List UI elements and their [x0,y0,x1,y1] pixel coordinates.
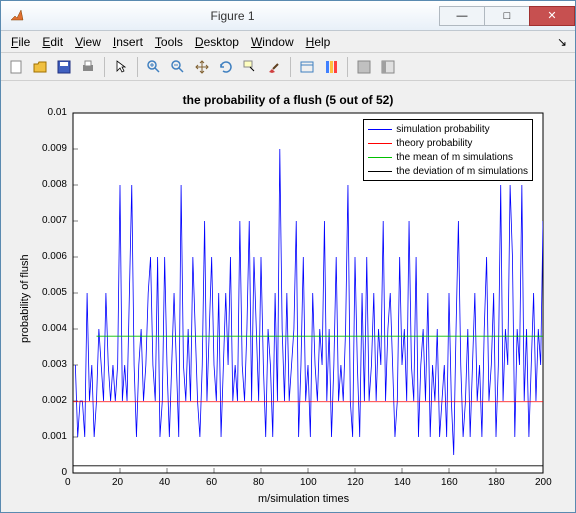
pointer-icon[interactable] [110,56,132,78]
y-tick-label: 0.003 [42,359,67,370]
y-tick-label: 0.002 [42,395,67,406]
x-tick-label: 100 [300,477,317,488]
maximize-button[interactable]: □ [484,6,530,26]
y-tick-label: 0.007 [42,215,67,226]
colorbar-icon[interactable] [320,56,342,78]
x-tick-label: 20 [112,477,123,488]
menu-desktop[interactable]: Desktop [189,33,245,51]
show-tools-icon[interactable] [377,56,399,78]
x-tick-label: 0 [65,477,71,488]
menu-tools[interactable]: Tools [149,33,189,51]
legend-item: the deviation of m simulations [368,164,528,178]
x-tick-label: 180 [488,477,505,488]
x-tick-label: 160 [441,477,458,488]
minimize-button[interactable]: — [439,6,485,26]
x-tick-label: 140 [394,477,411,488]
brush-icon[interactable] [263,56,285,78]
x-tick-label: 200 [535,477,552,488]
y-tick-label: 0.008 [42,179,67,190]
pan-icon[interactable] [191,56,213,78]
legend-line [368,129,392,130]
legend-label: simulation probability [396,124,489,135]
menu-file[interactable]: File [5,33,36,51]
datacursor-icon[interactable] [239,56,261,78]
titlebar: Figure 1 — □ ✕ [1,1,575,31]
x-tick-label: 60 [206,477,217,488]
zoom-out-icon[interactable] [167,56,189,78]
y-tick-label: 0.005 [42,287,67,298]
legend[interactable]: simulation probability theory probability… [363,119,533,181]
zoom-in-icon[interactable] [143,56,165,78]
open-icon[interactable] [29,56,51,78]
x-axis-label: m/simulation times [258,493,349,505]
y-tick-label: 0.004 [42,323,67,334]
window-title: Figure 1 [25,9,440,23]
legend-line [368,171,392,172]
menu-help[interactable]: Help [300,33,337,51]
menubar: File Edit View Insert Tools Desktop Wind… [1,31,575,53]
hide-tools-icon[interactable] [353,56,375,78]
legend-item: the mean of m simulations [368,150,528,164]
x-tick-label: 80 [253,477,264,488]
y-tick-label: 0.01 [48,107,67,118]
link-icon[interactable] [296,56,318,78]
rotate-icon[interactable] [215,56,237,78]
y-tick-label: 0.006 [42,251,67,262]
figure-area: the probability of a flush (5 out of 52)… [1,81,575,512]
x-tick-label: 120 [347,477,364,488]
legend-label: theory probability [396,138,472,149]
y-tick-label: 0.001 [42,431,67,442]
legend-label: the deviation of m simulations [396,166,528,177]
x-tick-label: 40 [159,477,170,488]
legend-label: the mean of m simulations [396,152,513,163]
print-icon[interactable] [77,56,99,78]
close-button[interactable]: ✕ [529,6,575,26]
plot-title: the probability of a flush (5 out of 52) [1,93,575,107]
menu-insert[interactable]: Insert [107,33,149,51]
y-tick-label: 0.009 [42,143,67,154]
window-buttons: — □ ✕ [440,6,575,26]
new-figure-icon[interactable] [5,56,27,78]
y-axis-label: probability of flush [19,254,31,343]
menu-edit[interactable]: Edit [36,33,69,51]
legend-line [368,157,392,158]
legend-item: theory probability [368,136,528,150]
save-icon[interactable] [53,56,75,78]
legend-line [368,143,392,144]
matlab-icon [9,8,25,24]
dock-icon[interactable]: ↘ [557,35,571,49]
toolbar [1,53,575,81]
menu-view[interactable]: View [69,33,107,51]
menu-window[interactable]: Window [245,33,300,51]
y-tick-label: 0 [61,467,67,478]
legend-item: simulation probability [368,122,528,136]
